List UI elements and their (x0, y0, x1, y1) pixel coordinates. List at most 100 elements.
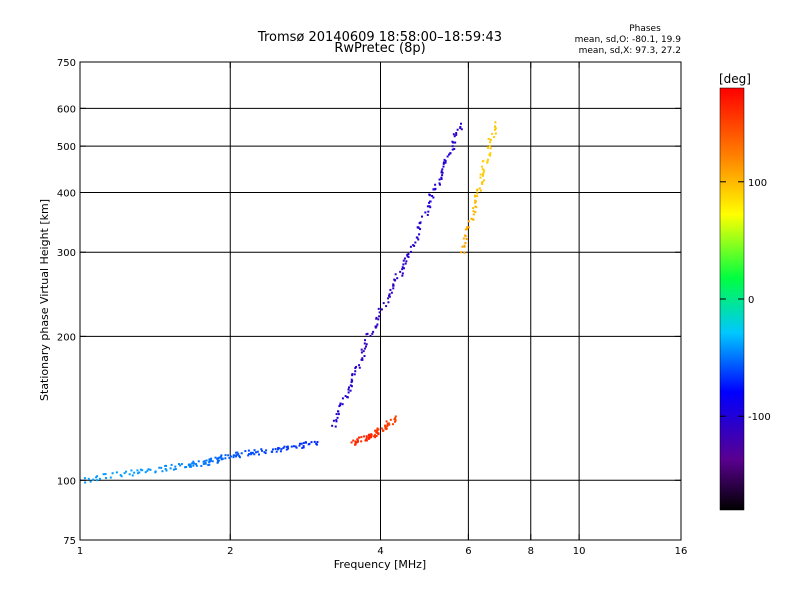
colorbar-tick-label: 100 (748, 178, 767, 189)
data-point (352, 439, 355, 442)
data-point (232, 456, 235, 459)
data-point (247, 449, 250, 452)
colorbar-label: [deg] (719, 72, 751, 86)
data-point (136, 472, 139, 475)
data-point (464, 234, 467, 237)
data-point (388, 293, 391, 296)
data-point (174, 465, 177, 468)
data-point (464, 228, 467, 231)
y-tick-label: 100 (57, 476, 76, 487)
data-point (392, 287, 395, 290)
data-point (470, 217, 473, 220)
data-point (301, 446, 304, 449)
data-point (180, 463, 183, 466)
data-point (370, 434, 373, 437)
data-point (351, 379, 354, 382)
data-point (460, 251, 463, 254)
data-point (449, 152, 452, 155)
data-point (95, 476, 98, 479)
data-point (362, 350, 365, 353)
data-point (331, 424, 334, 427)
data-point (368, 436, 371, 439)
data-point (459, 125, 462, 128)
data-point (349, 389, 352, 392)
grid-lines (80, 62, 681, 540)
data-point (363, 342, 366, 345)
data-point (347, 391, 350, 394)
data-point (350, 441, 353, 444)
data-point (337, 413, 340, 416)
data-point (264, 452, 267, 455)
data-point (358, 364, 361, 367)
data-point (200, 465, 203, 468)
data-point (274, 448, 277, 451)
data-point (104, 473, 107, 476)
y-tick-label: 600 (57, 104, 76, 115)
data-point (389, 418, 392, 421)
data-point (434, 183, 437, 186)
data-point (292, 445, 295, 448)
data-point (338, 405, 341, 408)
data-point (419, 228, 422, 231)
data-point (399, 270, 402, 273)
data-point (295, 446, 298, 449)
y-tick-label: 200 (57, 332, 76, 343)
data-point (451, 148, 454, 151)
data-point (475, 206, 478, 209)
data-point (282, 446, 285, 449)
data-point (349, 384, 352, 387)
data-point (164, 468, 167, 471)
data-point (426, 213, 429, 216)
data-point (354, 367, 357, 370)
data-point (451, 145, 454, 148)
data-point (455, 132, 458, 135)
chart-title: Tromsø 20140609 18:58:00–18:59:43 (257, 30, 502, 45)
data-point (452, 133, 455, 136)
data-point (174, 468, 177, 471)
data-point (294, 445, 297, 448)
data-point (384, 425, 387, 428)
data-point (235, 454, 238, 457)
data-point (287, 447, 290, 450)
data-point (377, 428, 380, 431)
stats-line-o: mean, sd,O: -80.1, 19.9 (575, 35, 682, 45)
data-point (481, 168, 484, 171)
data-point (355, 441, 358, 444)
data-point (461, 245, 464, 248)
x-axis-label: Frequency [MHz] (334, 558, 426, 571)
data-point (482, 173, 485, 176)
data-point (401, 272, 404, 275)
data-point (401, 266, 404, 269)
data-point (350, 381, 353, 384)
data-point (278, 447, 281, 450)
data-point (494, 125, 497, 128)
data-point (489, 147, 492, 150)
data-point (380, 427, 383, 430)
data-point (131, 474, 134, 477)
data-point (308, 442, 311, 445)
data-point (95, 479, 98, 482)
data-point (376, 427, 379, 430)
data-point (466, 226, 469, 229)
data-point (238, 455, 241, 458)
data-point (192, 460, 195, 463)
data-point (96, 475, 99, 478)
data-point (191, 462, 194, 465)
data-point (494, 126, 497, 129)
data-point (442, 161, 445, 164)
data-point (154, 470, 157, 473)
data-point (276, 448, 279, 451)
data-point (442, 162, 445, 165)
data-point (494, 132, 497, 135)
data-point (244, 450, 247, 453)
data-point (438, 183, 441, 186)
data-point (228, 457, 231, 460)
data-point (188, 465, 191, 468)
data-point (472, 207, 475, 210)
data-point (265, 449, 268, 452)
data-point (218, 456, 221, 459)
data-point (431, 194, 434, 197)
data-point (394, 419, 397, 422)
data-point (386, 423, 389, 426)
data-point (316, 441, 319, 444)
